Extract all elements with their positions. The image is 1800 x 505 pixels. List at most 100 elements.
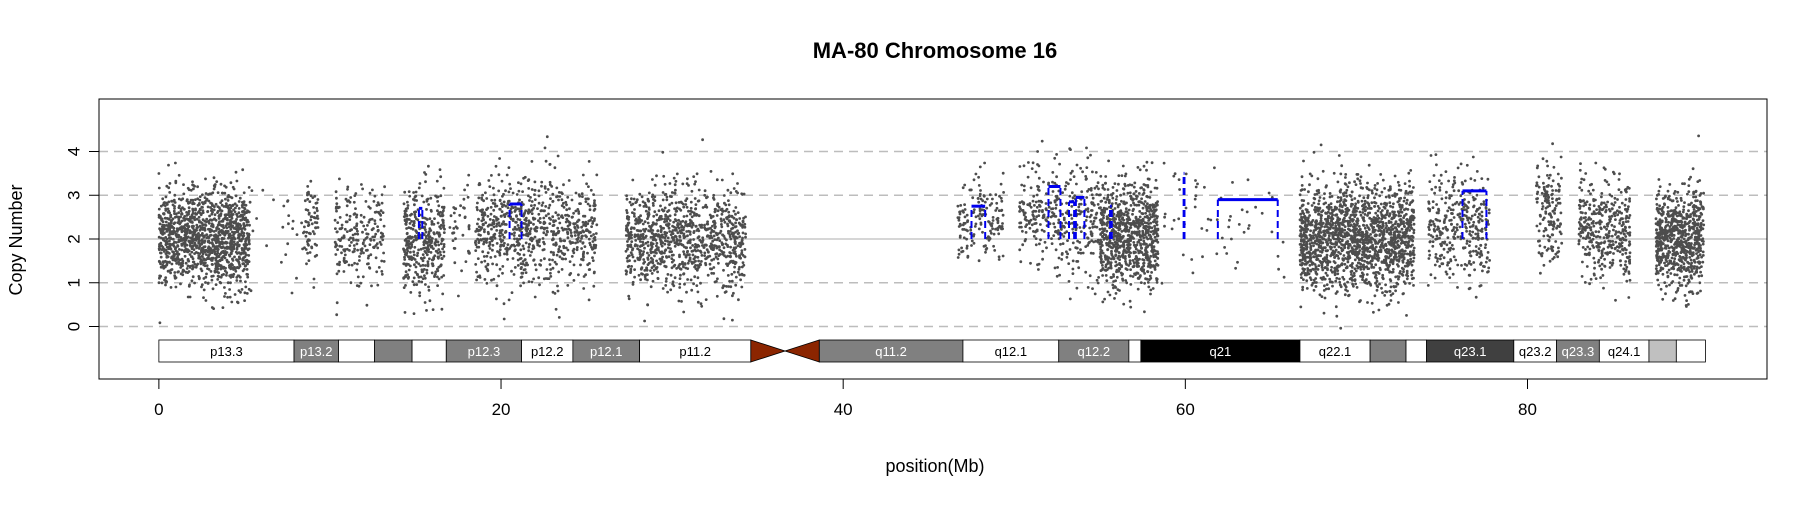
data-point — [342, 248, 345, 251]
data-point — [354, 207, 357, 210]
data-point — [1030, 186, 1033, 189]
data-point — [210, 192, 213, 195]
data-point — [245, 254, 248, 257]
data-point — [667, 246, 670, 249]
data-point — [1107, 188, 1110, 191]
data-point — [231, 204, 234, 207]
data-point — [381, 238, 384, 241]
data-point — [433, 217, 436, 220]
data-point — [173, 210, 176, 213]
data-point — [582, 231, 585, 234]
data-point — [220, 183, 223, 186]
data-point — [713, 198, 716, 201]
data-point — [175, 241, 178, 244]
data-point — [565, 218, 568, 221]
data-point — [1092, 197, 1095, 200]
data-point — [1095, 212, 1098, 215]
data-point — [554, 166, 557, 169]
data-point — [217, 237, 220, 240]
data-point — [484, 278, 487, 281]
data-point — [453, 247, 456, 250]
data-point — [501, 180, 504, 183]
data-point — [1102, 261, 1105, 264]
data-point — [581, 195, 584, 198]
data-point — [501, 210, 504, 213]
data-point — [1023, 164, 1026, 167]
data-point — [1058, 163, 1061, 166]
data-point — [542, 237, 545, 240]
data-point — [178, 174, 181, 177]
data-point — [711, 229, 714, 232]
data-point — [663, 243, 666, 246]
data-point — [342, 237, 345, 240]
data-point — [189, 230, 192, 233]
data-point — [1039, 200, 1042, 203]
data-point — [356, 249, 359, 252]
data-point — [336, 272, 339, 275]
data-point — [963, 228, 966, 231]
data-point — [221, 238, 224, 241]
data-point — [996, 218, 999, 221]
data-point — [701, 254, 704, 257]
data-point — [1051, 215, 1054, 218]
data-point — [542, 201, 545, 204]
data-point — [422, 201, 425, 204]
data-point — [1000, 200, 1003, 203]
data-point — [1028, 222, 1031, 225]
data-point — [380, 270, 383, 273]
data-point — [567, 215, 570, 218]
data-point — [234, 267, 237, 270]
data-point — [194, 212, 197, 215]
data-point — [239, 197, 242, 200]
data-point — [210, 225, 213, 228]
data-point — [1071, 217, 1074, 220]
data-point — [525, 230, 528, 233]
data-point — [490, 213, 493, 216]
data-point — [443, 206, 446, 209]
data-point — [1021, 243, 1024, 246]
data-point — [592, 285, 595, 288]
data-point — [220, 267, 223, 270]
data-point — [685, 291, 688, 294]
data-point — [706, 196, 709, 199]
data-point — [287, 199, 290, 202]
data-point — [520, 257, 523, 260]
data-point — [718, 239, 721, 242]
data-point — [698, 245, 701, 248]
data-point — [440, 242, 443, 245]
data-point — [361, 231, 364, 234]
data-point — [186, 244, 189, 247]
data-point — [452, 227, 455, 230]
data-point — [626, 217, 629, 220]
data-point — [510, 206, 513, 209]
data-point — [1039, 205, 1042, 208]
data-point — [549, 183, 552, 186]
data-point — [651, 229, 654, 232]
data-point — [721, 213, 724, 216]
data-point — [674, 229, 677, 232]
data-point — [1024, 238, 1027, 241]
data-point — [185, 248, 188, 251]
data-point — [346, 204, 349, 207]
data-point — [595, 232, 598, 235]
data-point — [592, 259, 595, 262]
data-point — [404, 311, 407, 314]
data-point — [679, 221, 682, 224]
data-point — [415, 191, 418, 194]
data-point — [726, 208, 729, 211]
data-point — [567, 236, 570, 239]
data-point — [570, 235, 573, 238]
data-point — [657, 277, 660, 280]
data-point — [1145, 246, 1148, 249]
data-point — [482, 223, 485, 226]
data-point — [1091, 209, 1094, 212]
data-point — [567, 249, 570, 252]
data-point — [428, 241, 431, 244]
data-point — [484, 191, 487, 194]
data-point — [548, 204, 551, 207]
data-point — [557, 199, 560, 202]
data-point — [571, 255, 574, 258]
data-point — [538, 202, 541, 205]
data-point — [284, 253, 287, 256]
data-point — [682, 206, 685, 209]
